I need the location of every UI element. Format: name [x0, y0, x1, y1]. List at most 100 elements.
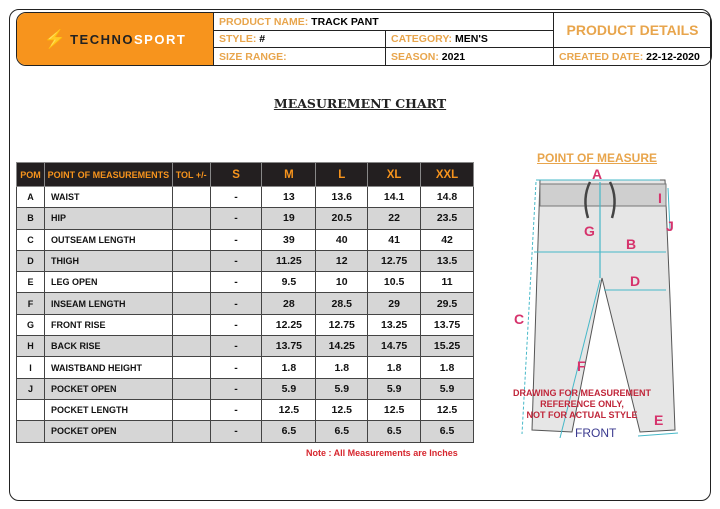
value-cell — [171, 271, 211, 294]
table-row: I WAISTBAND HEIGHT -1.8 1.8 1.8 1.8 — [16, 356, 474, 379]
table-row: J POCKET OPEN -5.9 5.9 5.9 5.9 — [16, 377, 474, 400]
brand-suffix: SPORT — [134, 31, 187, 47]
value-cell: 1.8 — [315, 356, 369, 379]
table-row: E LEG OPEN -9.5 10 10.5 11 — [16, 271, 474, 294]
diagram-title: POINT OF MEASURE — [537, 151, 658, 165]
value-cell: 5.9 — [315, 377, 369, 400]
value-cell: 13.5 — [420, 249, 474, 273]
column-header: XL — [367, 162, 422, 187]
value-cell: 23.5 — [420, 207, 474, 230]
pom-cell: E — [16, 271, 45, 294]
value-cell: 14.8 — [420, 185, 474, 209]
style: STYLE: # — [214, 31, 386, 48]
value-cell: 12.5 — [261, 398, 317, 422]
value-cell: 6.5 — [261, 420, 317, 443]
value-cell — [171, 335, 211, 358]
value-cell: 5.9 — [420, 377, 474, 400]
measurement-name-cell: POCKET LENGTH — [43, 398, 173, 422]
pom-cell — [16, 420, 45, 443]
value-cell: - — [209, 249, 263, 273]
value-cell: 11.25 — [261, 249, 317, 273]
value-cell: - — [209, 420, 263, 443]
value-cell — [171, 249, 211, 273]
value-cell: 6.5 — [420, 420, 474, 443]
column-header: L — [315, 162, 369, 187]
value-cell: 10.5 — [367, 271, 422, 294]
measurement-name-cell: BACK RISE — [43, 335, 173, 358]
value-cell — [171, 228, 211, 251]
value-cell: 12.5 — [315, 398, 369, 422]
value-cell: 5.9 — [367, 377, 422, 400]
measurement-name-cell: HIP — [43, 207, 173, 230]
value-cell: 1.8 — [367, 356, 422, 379]
measurement-name-cell: OUTSEAM LENGTH — [43, 228, 173, 251]
value-cell: - — [209, 207, 263, 230]
drawing-disclaimer: DRAWING FOR MEASUREMENT REFERENCE ONLY, … — [513, 388, 651, 420]
pom-label-f: F — [577, 358, 586, 374]
value-cell: 10 — [315, 271, 369, 294]
measurement-name-cell: INSEAM LENGTH — [43, 292, 173, 315]
value-cell: 19 — [261, 207, 317, 230]
category: CATEGORY: MEN'S — [386, 31, 554, 48]
table-row: A WAIST -13 13.6 14.1 14.8 — [16, 185, 474, 209]
table-row: G FRONT RISE -12.25 12.75 13.25 13.75 — [16, 313, 474, 337]
product-details-heading: PRODUCT DETAILS — [554, 13, 711, 48]
value-cell — [171, 207, 211, 230]
value-cell: 1.8 — [420, 356, 474, 379]
size-range: SIZE RANGE: — [214, 48, 386, 65]
measurement-name-cell: WAIST — [43, 185, 173, 209]
season: SEASON: 2021 — [386, 48, 554, 65]
value-cell: 1.8 — [261, 356, 317, 379]
product-header: ⚡ TECHNOSPORT PRODUCT NAME: TRACK PANT P… — [16, 12, 712, 66]
pom-label-i: I — [658, 190, 662, 206]
value-cell: 28.5 — [315, 292, 369, 315]
value-cell: 12.75 — [367, 249, 422, 273]
value-cell: - — [209, 271, 263, 294]
pom-cell — [16, 398, 45, 422]
table-row: POCKET OPEN -6.5 6.5 6.5 6.5 — [16, 420, 474, 443]
value-cell: 20.5 — [315, 207, 369, 230]
value-cell — [171, 420, 211, 443]
created-date: CREATED DATE: 22-12-2020 — [559, 50, 700, 63]
pom-cell: F — [16, 292, 45, 315]
value-cell: 29 — [367, 292, 422, 315]
column-header: POINT OF MEASUREMENTS — [43, 162, 173, 187]
pom-label-a: A — [592, 166, 603, 182]
value-cell: 13.75 — [420, 313, 474, 337]
brand-prefix: TECHNO — [70, 31, 134, 47]
brand-logo: ⚡ TECHNOSPORT — [17, 13, 214, 65]
pom-cell: G — [16, 313, 45, 337]
pom-label-g: G — [584, 223, 595, 239]
value-cell: 12.25 — [261, 313, 317, 337]
value-cell: 29.5 — [420, 292, 474, 315]
column-header: XXL — [420, 162, 474, 187]
pom-cell: D — [16, 249, 45, 273]
measurement-name-cell: THIGH — [43, 249, 173, 273]
value-cell — [171, 398, 211, 422]
value-cell: 13.6 — [315, 185, 369, 209]
value-cell: 11 — [420, 271, 474, 294]
value-cell: 14.75 — [367, 335, 422, 358]
pom-label-d: D — [630, 273, 641, 289]
pom-cell: C — [16, 228, 45, 251]
units-note: Note : All Measurements are Inches — [306, 448, 458, 458]
value-cell — [171, 313, 211, 337]
value-cell: 13.25 — [367, 313, 422, 337]
table-row: POCKET LENGTH -12.5 12.5 12.5 12.5 — [16, 398, 474, 422]
pom-label-c: C — [514, 311, 525, 327]
value-cell: - — [209, 313, 263, 337]
value-cell: 12.5 — [420, 398, 474, 422]
measurement-name-cell: WAISTBAND HEIGHT — [43, 356, 173, 379]
value-cell: 12.75 — [315, 313, 369, 337]
measurement-name-cell: POCKET OPEN — [43, 420, 173, 443]
value-cell: 14.25 — [315, 335, 369, 358]
pom-cell: H — [16, 335, 45, 358]
value-cell — [171, 356, 211, 379]
pom-cell: A — [16, 185, 45, 209]
value-cell: 9.5 — [261, 271, 317, 294]
value-cell: 6.5 — [367, 420, 422, 443]
value-cell: - — [209, 292, 263, 315]
measurement-name-cell: POCKET OPEN — [43, 377, 173, 400]
page-title: MEASUREMENT CHART — [273, 96, 447, 111]
pom-label-j: J — [666, 218, 674, 234]
